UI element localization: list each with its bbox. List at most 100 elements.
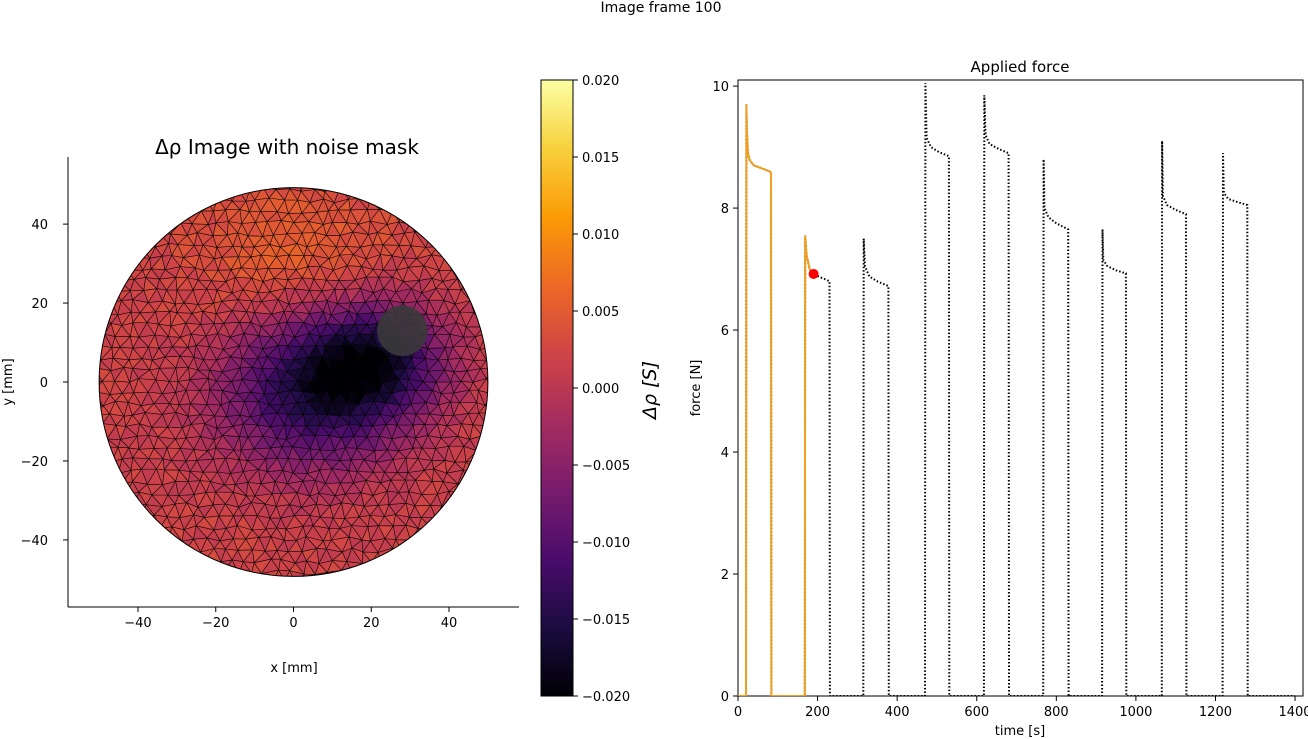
mesh-element <box>114 492 127 504</box>
mesh-element <box>136 242 151 259</box>
mesh-x-tick-label: −20 <box>202 616 229 631</box>
mesh-element <box>339 187 356 190</box>
mesh-image-title: Δρ Image with noise mask <box>155 135 419 159</box>
mesh-element <box>99 312 105 328</box>
mesh-element <box>86 383 95 392</box>
mesh-element <box>305 585 318 596</box>
mesh-x-tick-label: −40 <box>124 616 151 631</box>
mesh-element <box>306 187 319 191</box>
mesh-element <box>225 187 239 190</box>
mesh-element <box>147 223 161 235</box>
mesh-element <box>347 573 362 577</box>
mesh-element <box>381 563 398 574</box>
mesh-element <box>481 425 488 437</box>
mesh-element <box>475 458 488 474</box>
mesh-element <box>460 277 474 291</box>
force-y-tick-label: 8 <box>721 202 729 217</box>
mesh-y-axis-label: y [mm] <box>1 358 16 405</box>
force-y-tick-label: 10 <box>712 80 729 95</box>
mesh-element <box>495 360 505 371</box>
mesh-element <box>170 208 184 224</box>
mesh-element <box>485 359 488 370</box>
force-x-axis-label: time [s] <box>995 724 1045 739</box>
mesh-element <box>485 435 488 451</box>
mesh-element <box>360 573 376 577</box>
mesh-element <box>154 527 170 541</box>
mesh-element <box>402 208 418 225</box>
mesh-element <box>99 299 105 315</box>
mesh-element <box>441 505 454 517</box>
mesh-element <box>494 347 505 360</box>
force-y-tick-label: 0 <box>721 690 729 705</box>
mesh-element <box>99 461 119 474</box>
colorbar-tick-label: 0.005 <box>582 305 619 320</box>
colorbar-ticks: 0.020 0.015 0.010 0.005 0.000 −0.005 −0.010 −0.… <box>573 74 630 705</box>
mesh-element <box>203 561 222 573</box>
mesh-element <box>181 197 191 214</box>
mesh-element <box>361 561 373 576</box>
mesh-element <box>99 287 113 303</box>
force-x-tick-label: 1000 <box>1119 705 1152 720</box>
mesh-element <box>461 493 477 505</box>
mesh-element <box>392 197 404 211</box>
colorbar-gradient <box>540 79 574 697</box>
colorbar-label: Δρ [S] <box>639 361 661 421</box>
mesh-element <box>424 221 436 236</box>
mesh-element <box>99 344 100 358</box>
force-y-tick-label: 2 <box>721 568 729 583</box>
force-y-tick-label: 6 <box>721 324 729 339</box>
mesh-element <box>140 233 157 248</box>
current-point-marker <box>808 268 819 279</box>
mesh-element <box>170 197 184 213</box>
mesh-element <box>478 377 488 395</box>
mesh-element <box>409 539 422 550</box>
mesh-element <box>240 187 255 192</box>
mesh-element <box>251 572 263 577</box>
mesh-element <box>123 494 138 506</box>
mesh-element <box>99 299 113 314</box>
mesh-element <box>104 277 116 293</box>
mesh-element <box>371 561 383 574</box>
mesh-element <box>255 582 272 593</box>
force-x-tick-label: 1200 <box>1199 705 1232 720</box>
mesh-element <box>168 539 183 550</box>
mesh-element <box>445 243 462 259</box>
force-panel: Applied force 0 200 400 600 800 1000 1200 14000… <box>689 58 1308 739</box>
mesh-element <box>99 437 106 448</box>
mesh-element <box>144 527 161 539</box>
mesh-element <box>108 277 120 293</box>
mesh-element <box>177 550 192 564</box>
mesh-element <box>435 515 451 530</box>
mesh-element <box>291 585 300 596</box>
mesh-element <box>125 491 139 506</box>
mesh-element <box>430 233 441 248</box>
mesh-element <box>357 189 371 201</box>
mesh-element <box>430 528 446 539</box>
colorbar-tick-label: −0.020 <box>582 690 630 705</box>
mesh-element <box>486 425 488 437</box>
mesh-element <box>385 188 398 203</box>
mesh-element <box>463 255 474 270</box>
mesh-element <box>452 492 469 506</box>
mesh-element <box>160 208 172 222</box>
mesh-element <box>430 517 446 530</box>
mesh-element <box>99 459 113 472</box>
mesh-element <box>480 302 488 316</box>
mesh-element <box>343 187 360 190</box>
mesh-element <box>84 367 94 383</box>
colorbar-tick-label: 0.000 <box>582 382 619 397</box>
mesh-element <box>104 288 116 304</box>
mesh-element <box>140 514 155 531</box>
force-y-tick-label: 4 <box>721 446 729 461</box>
mesh-element <box>134 516 146 530</box>
mesh-axes: −40 −20 0 20 40 −40 −20 0 20 40 <box>21 157 519 631</box>
mesh-element <box>485 323 488 335</box>
mesh-element <box>419 540 429 553</box>
mesh-element <box>417 528 432 542</box>
mesh-element <box>99 445 106 461</box>
mesh-element <box>183 197 203 213</box>
mesh-element <box>99 446 113 462</box>
domain-outline <box>98 187 489 577</box>
mesh-y-tick-label: 0 <box>40 376 48 391</box>
